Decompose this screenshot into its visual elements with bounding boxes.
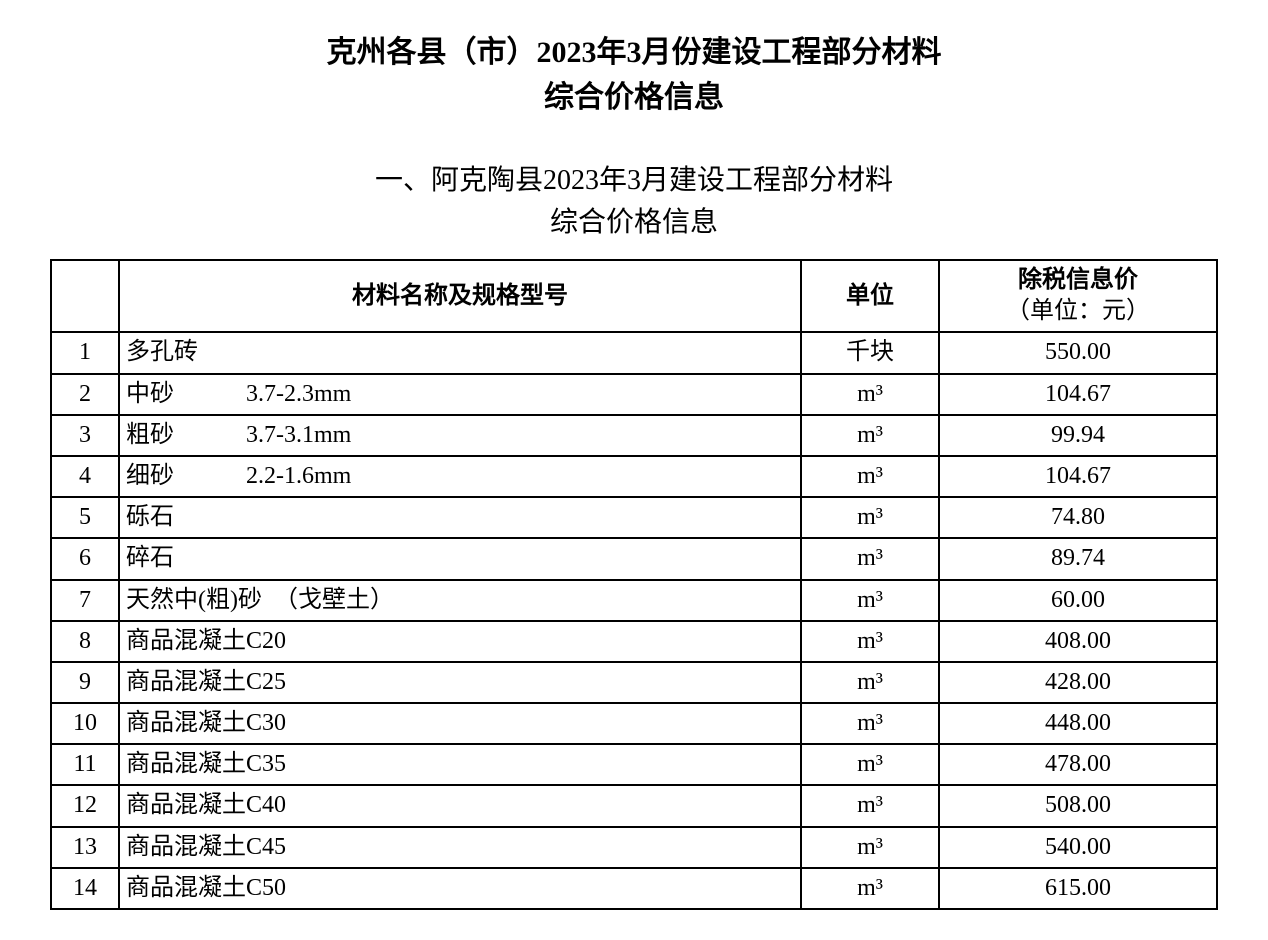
- table-row: 12商品混凝土C40m³508.00: [51, 785, 1217, 826]
- cell-price: 74.80: [939, 497, 1217, 538]
- sub-title: 一、阿克陶县2023年3月建设工程部分材料 综合价格信息: [50, 160, 1218, 244]
- cell-index: 9: [51, 662, 119, 703]
- cell-name: 砾石: [119, 497, 801, 538]
- cell-name: 商品混凝土C25: [119, 662, 801, 703]
- cell-unit: m³: [801, 868, 939, 909]
- table-row: 4细砂 2.2-1.6mmm³104.67: [51, 456, 1217, 497]
- cell-index: 7: [51, 580, 119, 621]
- cell-index: 3: [51, 415, 119, 456]
- cell-price: 478.00: [939, 744, 1217, 785]
- cell-name: 中砂 3.7-2.3mm: [119, 374, 801, 415]
- cell-price: 104.67: [939, 374, 1217, 415]
- cell-price: 104.67: [939, 456, 1217, 497]
- cell-unit: m³: [801, 456, 939, 497]
- header-price-line1: 除税信息价: [1018, 267, 1138, 293]
- cell-name: 商品混凝土C35: [119, 744, 801, 785]
- cell-unit: m³: [801, 538, 939, 579]
- cell-price: 408.00: [939, 621, 1217, 662]
- cell-price: 89.74: [939, 538, 1217, 579]
- table-body: 1多孔砖千块550.002中砂 3.7-2.3mmm³104.673粗砂 3.7…: [51, 332, 1217, 909]
- cell-name: 粗砂 3.7-3.1mm: [119, 415, 801, 456]
- cell-unit: m³: [801, 827, 939, 868]
- table-row: 9商品混凝土C25m³428.00: [51, 662, 1217, 703]
- header-price-line2: （单位：元）: [1006, 298, 1150, 324]
- header-index: [51, 260, 119, 332]
- cell-name: 碎石: [119, 538, 801, 579]
- header-price: 除税信息价 （单位：元）: [939, 260, 1217, 332]
- cell-unit: m³: [801, 374, 939, 415]
- cell-name: 商品混凝土C50: [119, 868, 801, 909]
- cell-index: 5: [51, 497, 119, 538]
- cell-name: 商品混凝土C30: [119, 703, 801, 744]
- main-title: 克州各县（市）2023年3月份建设工程部分材料 综合价格信息: [50, 30, 1218, 120]
- cell-price: 508.00: [939, 785, 1217, 826]
- table-row: 3粗砂 3.7-3.1mmm³99.94: [51, 415, 1217, 456]
- cell-index: 6: [51, 538, 119, 579]
- cell-index: 14: [51, 868, 119, 909]
- cell-unit: m³: [801, 744, 939, 785]
- cell-index: 12: [51, 785, 119, 826]
- table-row: 2中砂 3.7-2.3mmm³104.67: [51, 374, 1217, 415]
- table-row: 14商品混凝土C50m³615.00: [51, 868, 1217, 909]
- table-row: 8商品混凝土C20m³408.00: [51, 621, 1217, 662]
- cell-price: 60.00: [939, 580, 1217, 621]
- table-row: 5砾石m³74.80: [51, 497, 1217, 538]
- cell-name: 商品混凝土C45: [119, 827, 801, 868]
- price-table: 材料名称及规格型号 单位 除税信息价 （单位：元） 1多孔砖千块550.002中…: [50, 259, 1218, 910]
- table-row: 1多孔砖千块550.00: [51, 332, 1217, 373]
- cell-unit: 千块: [801, 332, 939, 373]
- cell-index: 1: [51, 332, 119, 373]
- table-row: 10商品混凝土C30m³448.00: [51, 703, 1217, 744]
- cell-unit: m³: [801, 703, 939, 744]
- main-title-line1: 克州各县（市）2023年3月份建设工程部分材料: [327, 36, 942, 69]
- cell-unit: m³: [801, 785, 939, 826]
- cell-unit: m³: [801, 497, 939, 538]
- cell-index: 8: [51, 621, 119, 662]
- table-row: 11商品混凝土C35m³478.00: [51, 744, 1217, 785]
- cell-unit: m³: [801, 662, 939, 703]
- cell-unit: m³: [801, 621, 939, 662]
- cell-price: 540.00: [939, 827, 1217, 868]
- cell-price: 615.00: [939, 868, 1217, 909]
- cell-index: 10: [51, 703, 119, 744]
- cell-unit: m³: [801, 580, 939, 621]
- cell-name: 商品混凝土C20: [119, 621, 801, 662]
- table-row: 6碎石m³89.74: [51, 538, 1217, 579]
- cell-index: 13: [51, 827, 119, 868]
- cell-name: 多孔砖: [119, 332, 801, 373]
- cell-price: 428.00: [939, 662, 1217, 703]
- table-row: 13商品混凝土C45m³540.00: [51, 827, 1217, 868]
- header-unit: 单位: [801, 260, 939, 332]
- cell-index: 4: [51, 456, 119, 497]
- cell-price: 550.00: [939, 332, 1217, 373]
- cell-name: 细砂 2.2-1.6mm: [119, 456, 801, 497]
- main-title-line2: 综合价格信息: [544, 81, 724, 114]
- table-row: 7天然中(粗)砂 （戈壁土）m³60.00: [51, 580, 1217, 621]
- cell-index: 2: [51, 374, 119, 415]
- sub-title-line2: 综合价格信息: [550, 207, 718, 238]
- sub-title-line1: 一、阿克陶县2023年3月建设工程部分材料: [375, 165, 893, 196]
- header-name: 材料名称及规格型号: [119, 260, 801, 332]
- table-header-row: 材料名称及规格型号 单位 除税信息价 （单位：元）: [51, 260, 1217, 332]
- cell-index: 11: [51, 744, 119, 785]
- cell-price: 448.00: [939, 703, 1217, 744]
- cell-unit: m³: [801, 415, 939, 456]
- cell-name: 商品混凝土C40: [119, 785, 801, 826]
- cell-price: 99.94: [939, 415, 1217, 456]
- cell-name: 天然中(粗)砂 （戈壁土）: [119, 580, 801, 621]
